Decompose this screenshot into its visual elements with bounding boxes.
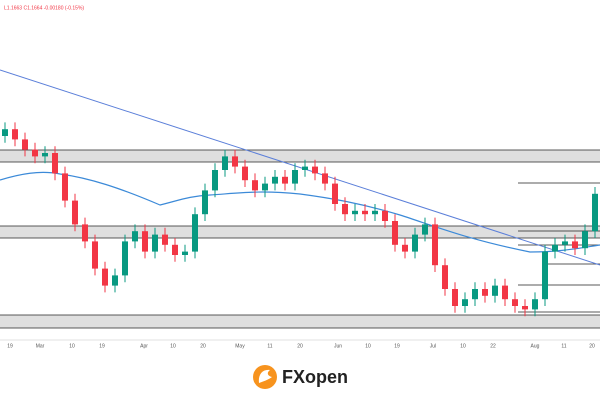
x-tick-label: 11 [267,343,272,349]
x-tick-label: Mar [36,343,45,349]
candle-body [472,289,478,300]
candle-body [102,268,108,286]
candle-body [12,129,18,140]
x-tick-label: 19 [99,343,105,349]
candle-body [292,170,298,184]
candle-body [82,224,88,242]
x-tick-label: 19 [394,343,400,349]
candle-body [412,234,418,252]
x-tick-label: 10 [460,343,466,349]
candle-body [42,153,48,157]
candle-body [2,129,8,136]
candle-body [542,251,548,300]
candle-body [382,210,388,221]
candle-body [222,156,228,170]
brand-name: FXopen [282,367,348,387]
x-tick-label: May [235,343,245,349]
candle-body [582,231,588,249]
candle-body [52,153,58,174]
x-tick-label: Jun [334,343,342,349]
zone [0,149,600,163]
logo-mark [258,369,272,383]
candle-body [302,166,308,170]
x-tick-label: 11 [561,343,566,349]
candle-body [502,285,508,300]
candle-body [32,149,38,157]
candle-body [392,221,398,245]
candle-body [122,241,128,276]
candle-body [552,244,558,252]
candle-body [372,210,378,215]
candle-body [482,289,488,296]
moving-average [0,171,600,253]
candle-body [362,210,368,215]
x-axis-labels: 19 Mar 10 19 Apr 10 20 May 11 20 Jun 10 19 Jul 10 22 Aug… [7,343,595,349]
candle-body [572,241,578,249]
trendline [0,69,600,266]
zone [0,314,600,329]
candle-body [262,183,268,191]
x-tick-label: 22 [490,343,496,349]
candle-body [202,190,208,215]
candle-body [62,173,68,201]
candle-body [132,231,138,242]
candle-body [342,204,348,215]
candle-body [162,234,168,245]
x-tick-label: Apr [140,343,148,349]
candle-body [242,166,248,181]
zones [0,149,600,329]
candle-body [462,299,468,306]
candle-body [432,224,438,266]
x-tick-label: 19 [7,343,13,349]
candle-body [182,251,188,255]
candle-body [22,139,28,150]
x-tick-label: 20 [200,343,206,349]
candles [2,122,598,317]
candle-body [92,241,98,269]
candle-body [212,170,218,191]
candle-body [442,265,448,289]
candle-body [72,200,78,225]
candle-body [592,193,598,232]
candle-body [332,183,338,204]
x-tick-label: 10 [69,343,75,349]
candle-body [492,285,498,296]
header-ohlc: L1.1663 C1.1664 -0.00180 (-0.15%) [4,5,84,11]
candle-body [562,241,568,245]
candle-body [112,275,118,286]
zone [0,225,600,239]
x-tick-label: Aug [531,343,540,349]
candle-body [532,299,538,310]
candle-body [352,210,358,215]
candle-body [452,289,458,306]
candle-body [322,173,328,184]
candle-body [232,156,238,167]
candle-body [512,299,518,306]
x-tick-label: 20 [297,343,303,349]
candle-body [192,214,198,252]
candle-body [152,234,158,252]
candle-body [272,176,278,184]
candle-body [142,231,148,252]
x-tick-label: 20 [589,343,595,349]
candle-body [312,166,318,174]
candle-body [282,176,288,184]
candle-body [252,180,258,191]
logo: FXopen [253,365,348,389]
x-tick-label: 10 [170,343,176,349]
candle-body [172,244,178,255]
candle-body [402,244,408,252]
candle-body [422,224,428,235]
candle-body [522,306,528,310]
x-tick-label: 10 [365,343,371,349]
x-tick-label: Jul [430,343,436,349]
